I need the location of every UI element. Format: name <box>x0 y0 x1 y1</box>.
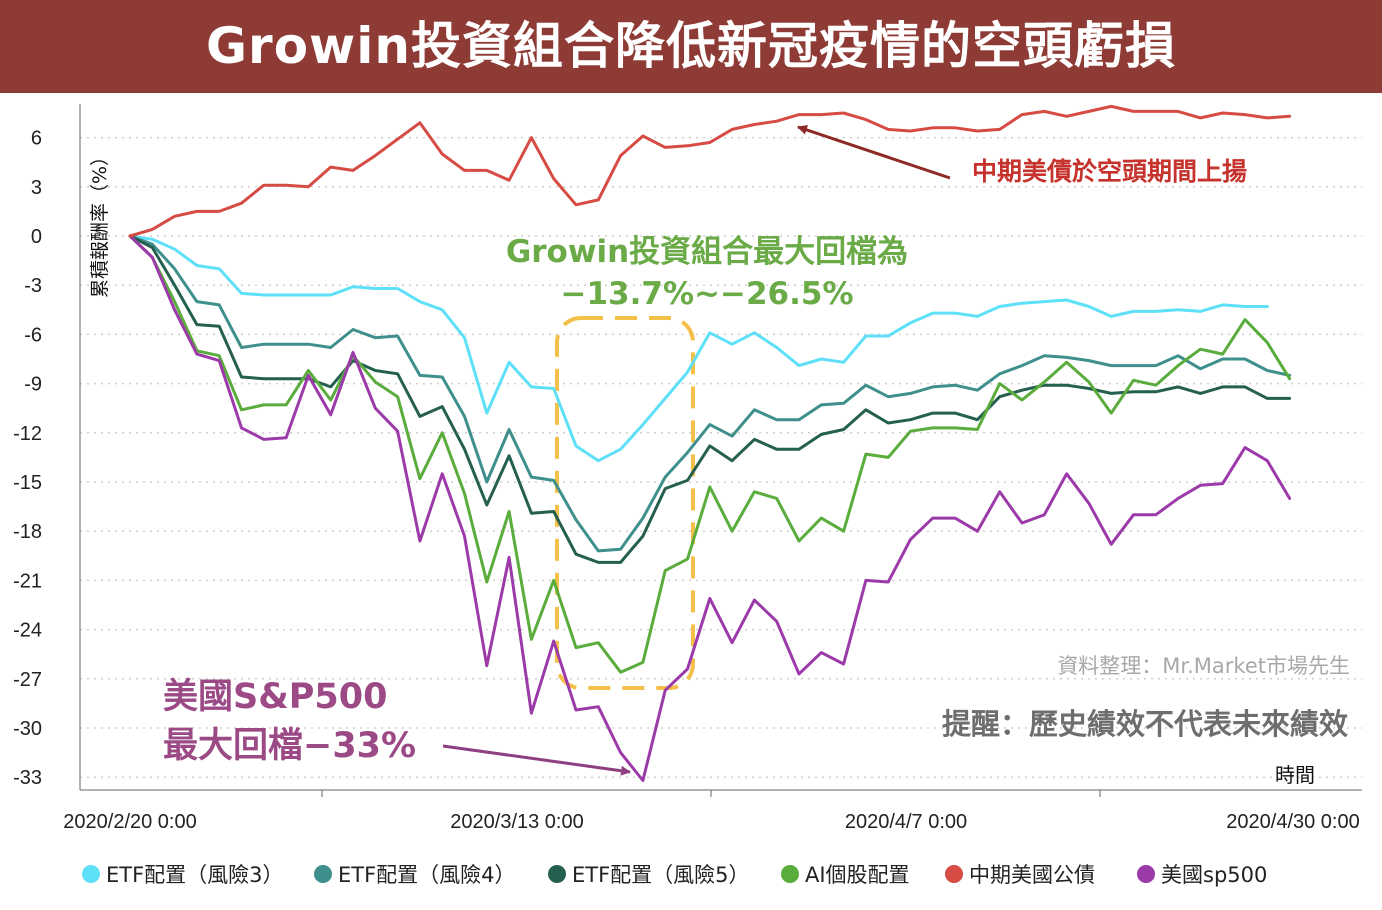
x-tick-labels: 2020/2/20 0:00 2020/3/13 0:00 2020/4/7 0:0… <box>63 790 1360 833</box>
sp500-annotation-line2: 最大回檔−33% <box>163 726 416 766</box>
y-tick-label: -9 <box>24 374 42 396</box>
y-axis-label: 累積報酬率（%） <box>89 147 111 298</box>
x-tick-label: 2020/4/30 0:00 <box>1226 811 1359 833</box>
y-tick-label: -24 <box>13 620 42 642</box>
growin-annotation-line1: Growin投資組合最大回檔為 <box>506 234 908 270</box>
line-chart: 6 3 0 -3 -6 -9 -12 -15 -18 -21 -24 -27 -30 -33 2020/2… <box>13 104 1362 887</box>
x-tick-label: 2020/3/13 0:00 <box>450 811 583 833</box>
y-tick-label: -27 <box>13 669 42 691</box>
y-tick-label: -18 <box>13 521 42 543</box>
legend-label: ETF配置（風險4） <box>338 863 516 887</box>
x-axis-label: 時間 <box>1275 763 1315 787</box>
y-tick-labels: 6 3 0 -3 -6 -9 -12 -15 -18 -21 -24 -27 -30 -33 <box>13 128 42 790</box>
y-tick-label: -3 <box>24 275 42 297</box>
legend-swatch <box>945 865 963 883</box>
sp500-arrow <box>442 744 631 776</box>
y-tick-label: -33 <box>13 767 42 789</box>
sp500-annotation-line1: 美國S&P500 <box>163 677 387 717</box>
y-tick-label: -30 <box>13 718 42 740</box>
legend-swatch <box>1137 865 1155 883</box>
y-tick-label: 3 <box>31 177 42 199</box>
legend-label: ETF配置（風險3） <box>106 863 284 887</box>
legend-swatch <box>314 865 332 883</box>
growin-annotation-line2: −13.7%~−26.5% <box>560 276 853 312</box>
series-line <box>128 234 1292 553</box>
y-tick-label: 6 <box>31 128 42 150</box>
y-tick-label: -6 <box>24 324 42 346</box>
y-tick-label: -15 <box>13 472 42 494</box>
drawdown-highlight-box <box>555 316 695 690</box>
series-line <box>128 234 1292 782</box>
x-tick-label: 2020/2/20 0:00 <box>63 811 196 833</box>
legend-label: 中期美國公債 <box>969 863 1095 887</box>
series-line <box>128 104 1292 238</box>
legend-swatch <box>548 865 566 883</box>
title-banner: Growin投資組合降低新冠疫情的空頭虧損 <box>0 0 1382 93</box>
legend-label: ETF配置（風險5） <box>572 863 750 887</box>
axes <box>79 104 1362 791</box>
y-tick-label: 0 <box>31 226 42 248</box>
disclaimer-note: 提醒：歷史績效不代表未來績效 <box>942 707 1348 741</box>
page-title: Growin投資組合降低新冠疫情的空頭虧損 <box>206 17 1176 75</box>
y-tick-label: -21 <box>13 570 42 592</box>
source-note: 資料整理：Mr.Market市場先生 <box>1057 654 1350 678</box>
legend: ETF配置（風險3） ETF配置（風險4） ETF配置（風險5） AI個股配置 中期美國… <box>82 863 1267 887</box>
series-lines <box>128 104 1292 782</box>
legend-label: AI個股配置 <box>805 863 910 887</box>
legend-swatch <box>781 865 799 883</box>
bond-annotation: 中期美債於空頭期間上揚 <box>972 157 1247 186</box>
series-line <box>128 234 1292 674</box>
series-line <box>128 234 1269 463</box>
bond-arrow <box>797 125 951 180</box>
legend-label: 美國sp500 <box>1161 863 1267 887</box>
legend-swatch <box>82 865 100 883</box>
x-tick-label: 2020/4/7 0:00 <box>845 811 967 833</box>
y-tick-label: -12 <box>13 423 42 445</box>
